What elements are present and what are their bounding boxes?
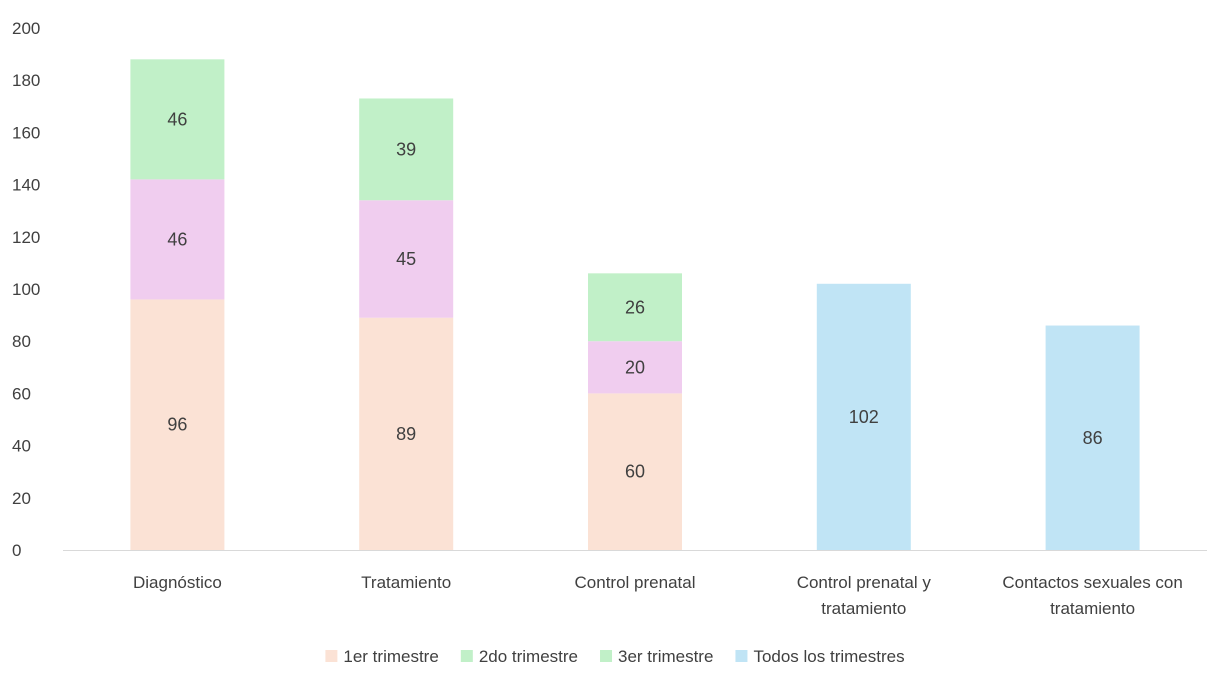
bar-segment: [130, 179, 225, 300]
data-labels-group: 96 46 46 89 45 39 60 20 26 102 86: [167, 109, 1102, 481]
x-category-label: Control prenatal: [575, 573, 696, 592]
y-tick-label: 140: [12, 176, 40, 195]
bar-segment: [588, 341, 682, 394]
y-axis: 0 20 40 60 80 100 120 140 160 180 200: [12, 19, 40, 560]
x-category-label: Diagnóstico: [133, 573, 222, 592]
legend-label: Todos los trimestres: [753, 647, 904, 666]
legend: 1er trimestre 2do trimestre 3er trimestre T…: [325, 647, 905, 666]
data-label: 45: [396, 249, 416, 269]
data-label: 46: [167, 229, 187, 249]
bar-segment: [130, 59, 225, 180]
data-label: 39: [396, 139, 416, 159]
legend-label: 3er trimestre: [618, 647, 713, 666]
bar-segment: [130, 299, 225, 550]
y-tick-label: 160: [12, 123, 40, 142]
x-category-label: Tratamiento: [361, 573, 451, 592]
bar-segment: [359, 317, 454, 550]
bar-segment: [588, 393, 682, 550]
legend-swatch: [460, 650, 473, 662]
data-label: 89: [396, 424, 416, 444]
y-tick-label: 120: [12, 228, 40, 247]
legend-swatch: [735, 650, 748, 662]
x-category-label: Control prenatal y tratamiento: [797, 573, 932, 618]
data-label: 46: [167, 109, 187, 129]
x-category-label: Contactos sexuales con tratamiento: [1002, 573, 1183, 618]
x-axis: Diagnóstico Tratamiento Control prenatal Co…: [133, 573, 1183, 618]
data-label: 60: [625, 462, 645, 482]
y-tick-label: 0: [12, 541, 21, 560]
bar-segment: [1045, 325, 1140, 550]
y-tick-label: 20: [12, 489, 31, 508]
bar-segment: [588, 273, 682, 342]
bars-group: [130, 59, 1140, 550]
y-tick-label: 180: [12, 71, 40, 90]
data-label: 96: [167, 415, 187, 435]
data-label: 26: [625, 297, 645, 317]
y-tick-label: 100: [12, 280, 40, 299]
y-tick-label: 80: [12, 332, 31, 351]
legend-label: 1er trimestre: [343, 647, 438, 666]
data-label: 102: [849, 407, 879, 427]
bar-segment: [359, 98, 454, 201]
y-tick-label: 200: [12, 19, 40, 38]
legend-swatch: [325, 650, 338, 662]
data-label: 20: [625, 357, 645, 377]
y-tick-label: 60: [12, 384, 31, 403]
legend-label: 2do trimestre: [479, 647, 578, 666]
data-label: 86: [1083, 428, 1103, 448]
y-tick-label: 40: [12, 437, 31, 456]
bar-segment: [359, 200, 454, 318]
legend-swatch: [600, 650, 613, 662]
bar-segment: [816, 283, 911, 550]
